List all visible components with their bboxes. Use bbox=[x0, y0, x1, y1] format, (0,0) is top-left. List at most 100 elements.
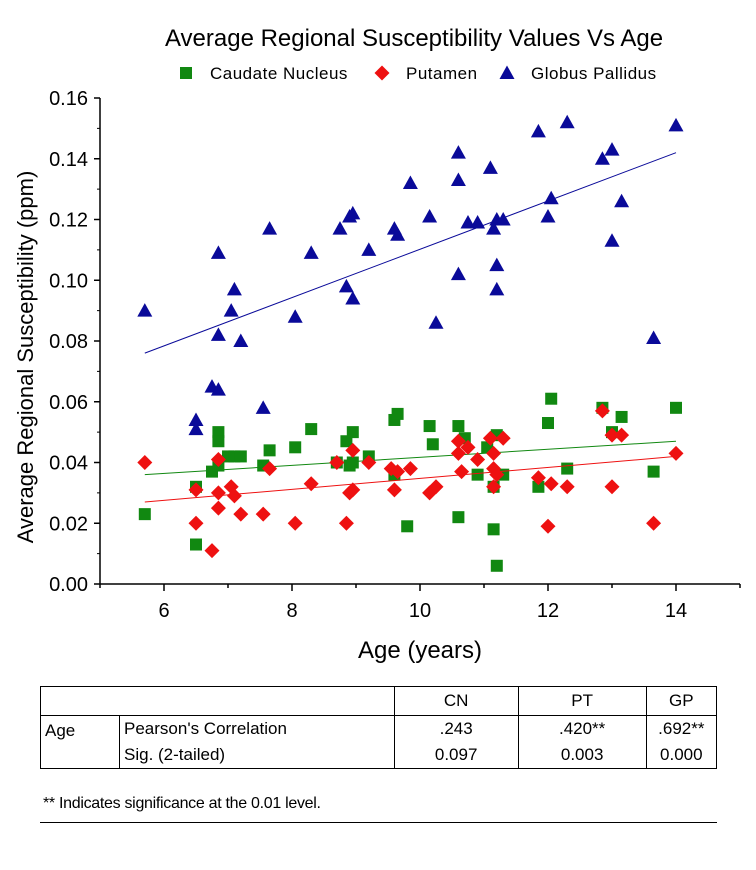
data-point-diamond bbox=[530, 470, 546, 486]
data-point-triangle bbox=[489, 281, 505, 296]
data-point-triangle bbox=[530, 123, 546, 138]
y-tick-label: 0.02 bbox=[49, 513, 88, 535]
data-point-triangle bbox=[646, 330, 662, 344]
data-point-triangle bbox=[233, 333, 249, 347]
x-axis-label: Age (years) bbox=[358, 637, 482, 664]
x-tick-label: 8 bbox=[286, 600, 297, 622]
data-point-diamond bbox=[454, 464, 470, 480]
data-point-diamond bbox=[233, 506, 249, 522]
data-point-triangle bbox=[210, 382, 226, 396]
data-point-triangle bbox=[482, 160, 498, 174]
data-point-diamond bbox=[604, 479, 620, 495]
table-cell-pt: .420** bbox=[517, 715, 647, 742]
data-point-diamond bbox=[188, 482, 204, 498]
data-point-diamond bbox=[386, 482, 402, 498]
data-point-square bbox=[190, 538, 202, 551]
scatter-chart: Average Regional Susceptibility Values V… bbox=[13, 25, 741, 664]
footnote-divider bbox=[40, 822, 717, 823]
data-point-triangle bbox=[226, 281, 242, 296]
data-point-triangle bbox=[428, 315, 444, 329]
legend-marker-square bbox=[180, 67, 192, 79]
data-point-diamond bbox=[614, 427, 630, 443]
data-point-triangle bbox=[345, 290, 361, 305]
data-point-square bbox=[615, 410, 628, 423]
data-point-square bbox=[670, 401, 682, 414]
correlation-table: CN PT GP Age Pearson's Correlation .243 … bbox=[40, 686, 718, 769]
data-point-diamond bbox=[226, 488, 242, 504]
table-cell-measure: Pearson's Correlation bbox=[119, 715, 395, 742]
data-point-diamond bbox=[303, 476, 319, 492]
y-tick-label: 0.10 bbox=[49, 270, 88, 292]
data-point-diamond bbox=[210, 451, 226, 467]
table-cell-pt: 0.003 bbox=[517, 742, 647, 769]
data-point-square bbox=[452, 420, 465, 433]
data-point-square bbox=[401, 520, 414, 533]
data-point-square bbox=[490, 559, 503, 572]
data-point-square bbox=[542, 417, 554, 430]
table-header-cn: CN bbox=[393, 686, 519, 716]
data-point-diamond bbox=[428, 479, 444, 495]
y-tick-label: 0.06 bbox=[49, 392, 88, 414]
plot-area: 0.00 0.02 0.04 0.06 0.08 0.10 0.12 0.14 0.16 6 8 10… bbox=[49, 88, 741, 622]
legend-label: Caudate Nucleus bbox=[210, 64, 348, 83]
y-tick-label: 0.08 bbox=[49, 331, 88, 353]
data-point-diamond bbox=[390, 464, 406, 480]
data-point-diamond bbox=[559, 479, 575, 495]
data-point-triangle bbox=[287, 309, 303, 323]
data-point-triangle bbox=[460, 215, 476, 229]
data-point-square bbox=[234, 450, 247, 463]
data-point-square bbox=[561, 462, 574, 475]
data-point-diamond bbox=[489, 467, 505, 483]
data-point-triangle bbox=[495, 212, 511, 226]
table-footnote: ** Indicates significance at the 0.01 le… bbox=[43, 795, 321, 812]
data-point-square bbox=[426, 438, 439, 451]
data-point-square bbox=[263, 444, 276, 457]
data-point-triangle bbox=[422, 208, 438, 223]
data-point-square bbox=[532, 480, 545, 493]
data-point-diamond bbox=[210, 500, 226, 516]
data-point-square bbox=[471, 468, 484, 481]
data-point-diamond bbox=[255, 506, 271, 522]
data-point-diamond bbox=[210, 485, 226, 501]
data-point-triangle bbox=[540, 208, 556, 223]
data-point-square bbox=[346, 456, 359, 469]
data-point-square bbox=[289, 441, 302, 454]
data-point-triangle bbox=[210, 327, 226, 341]
data-point-diamond bbox=[486, 445, 502, 461]
legend-label: Putamen bbox=[406, 64, 478, 83]
table-cell-cn: 0.097 bbox=[393, 742, 519, 769]
data-point-diamond bbox=[470, 451, 486, 467]
data-point-triangle bbox=[262, 221, 278, 235]
data-point-triangle bbox=[402, 175, 418, 190]
data-point-diamond bbox=[287, 515, 303, 531]
data-point-diamond bbox=[540, 518, 556, 534]
table-header-pt: PT bbox=[517, 686, 647, 716]
data-point-square bbox=[391, 407, 404, 420]
chart-legend: Caudate Nucleus Putamen Globus Pallidus bbox=[180, 64, 657, 83]
table-cell-gp: 0.000 bbox=[645, 742, 718, 769]
data-point-diamond bbox=[329, 455, 345, 470]
table-row-label: Age bbox=[40, 715, 120, 769]
x-tick-label: 6 bbox=[158, 600, 169, 622]
data-point-triangle bbox=[594, 151, 610, 165]
data-point-diamond bbox=[402, 461, 418, 477]
data-point-square bbox=[487, 523, 500, 536]
data-point-diamond bbox=[361, 455, 377, 470]
x-tick-label: 14 bbox=[665, 600, 687, 622]
data-point-square bbox=[647, 465, 660, 478]
legend-label: Globus Pallidus bbox=[531, 64, 657, 83]
data-point-triangle bbox=[338, 278, 354, 293]
data-point-square bbox=[340, 435, 353, 448]
data-point-triangle bbox=[390, 227, 406, 241]
data-point-triangle bbox=[450, 145, 466, 159]
y-tick-label: 0.16 bbox=[49, 88, 88, 110]
y-tick-label: 0.12 bbox=[49, 210, 88, 232]
data-point-triangle bbox=[223, 303, 239, 317]
table-cell-measure: Sig. (2-tailed) bbox=[119, 742, 395, 769]
data-point-diamond bbox=[450, 433, 466, 449]
data-point-triangle bbox=[486, 221, 502, 235]
data-point-triangle bbox=[345, 205, 361, 220]
table-header-blank bbox=[40, 686, 395, 716]
data-point-triangle bbox=[332, 221, 348, 235]
data-point-diamond bbox=[486, 479, 502, 495]
